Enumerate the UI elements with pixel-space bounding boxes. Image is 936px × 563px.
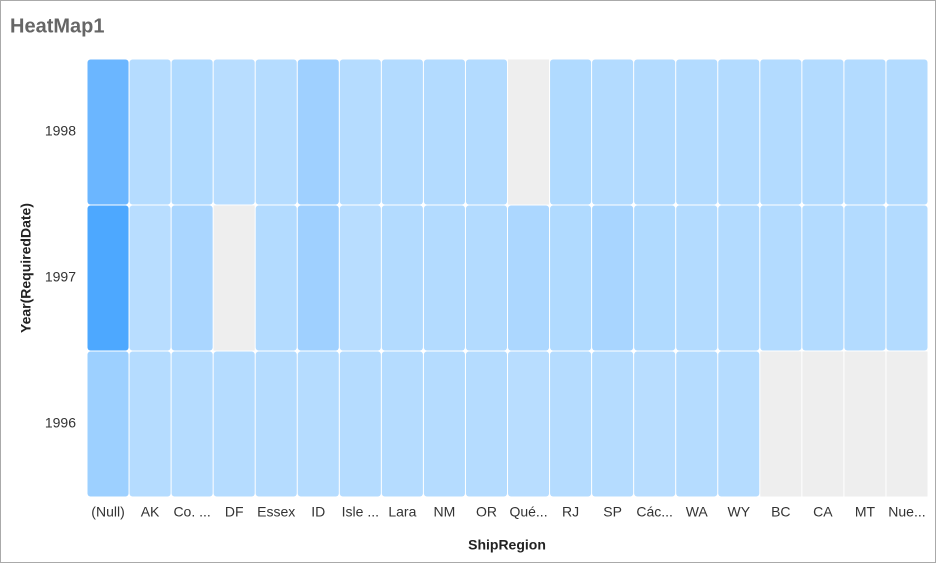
- empty-cell: [508, 59, 550, 205]
- cell: [171, 205, 213, 351]
- cell: [676, 205, 718, 351]
- x-axis-title: ShipRegion: [468, 537, 546, 553]
- cell: [465, 351, 507, 497]
- cell: [129, 59, 171, 205]
- cell: [802, 59, 844, 205]
- chart-title: HeatMap1: [10, 15, 104, 37]
- x-tick-label: Essex: [257, 504, 295, 520]
- x-tick-label: WA: [686, 504, 709, 520]
- x-tick-label: SP: [603, 504, 622, 520]
- cell: [886, 59, 928, 205]
- cell: [381, 351, 423, 497]
- y-tick-label: 1998: [45, 123, 76, 139]
- empty-cell: [802, 351, 844, 497]
- cell: [213, 59, 255, 205]
- cell: [718, 205, 760, 351]
- empty-cell: [760, 351, 802, 497]
- cell: [297, 59, 339, 205]
- empty-cell: [213, 205, 255, 351]
- cell: [87, 351, 129, 497]
- empty-cell: [844, 351, 886, 497]
- cell: [255, 351, 297, 497]
- empty-cell: [886, 351, 928, 497]
- cell: [760, 205, 802, 351]
- cell: [802, 205, 844, 351]
- cell: [423, 59, 465, 205]
- cell: [87, 205, 129, 351]
- x-tick-label: MT: [855, 504, 876, 520]
- x-tick-label: CA: [813, 504, 833, 520]
- cell: [129, 351, 171, 497]
- cell: [508, 351, 550, 497]
- cell: [339, 205, 381, 351]
- x-tick-label: DF: [225, 504, 244, 520]
- x-tick-label: Isle ...: [342, 504, 379, 520]
- cell: [634, 205, 676, 351]
- cell: [550, 59, 592, 205]
- x-tick-label: Co. ...: [173, 504, 210, 520]
- y-axis-title: Year(RequiredDate): [18, 203, 34, 333]
- cell: [592, 205, 634, 351]
- x-tick-label: OR: [476, 504, 497, 520]
- cell: [297, 351, 339, 497]
- x-tick-label: BC: [771, 504, 790, 520]
- cell: [718, 351, 760, 497]
- x-tick-label: WY: [727, 504, 750, 520]
- cell: [634, 59, 676, 205]
- x-tick-label: AK: [141, 504, 160, 520]
- cell: [844, 59, 886, 205]
- x-tick-label: ID: [311, 504, 325, 520]
- cell: [381, 205, 423, 351]
- x-tick-label: RJ: [562, 504, 579, 520]
- y-tick-label: 1996: [45, 415, 76, 431]
- cell: [550, 205, 592, 351]
- cell: [718, 59, 760, 205]
- cell: [423, 351, 465, 497]
- x-tick-label: Nue...: [888, 504, 925, 520]
- cell: [381, 59, 423, 205]
- cell: [129, 205, 171, 351]
- cell: [423, 205, 465, 351]
- cell: [592, 351, 634, 497]
- cell: [171, 351, 213, 497]
- cell: [634, 351, 676, 497]
- cell: [676, 59, 718, 205]
- cell: [87, 59, 129, 205]
- cell: [339, 59, 381, 205]
- cell: [760, 59, 802, 205]
- cell: [171, 59, 213, 205]
- y-tick-label: 1997: [45, 269, 76, 285]
- cell: [676, 351, 718, 497]
- cell: [550, 351, 592, 497]
- cell: [844, 205, 886, 351]
- x-tick-label: Qué...: [509, 504, 547, 520]
- cell: [297, 205, 339, 351]
- cell: [339, 351, 381, 497]
- cell: [255, 59, 297, 205]
- x-tick-label: Các...: [636, 504, 673, 520]
- cell: [465, 205, 507, 351]
- x-tick-label: NM: [434, 504, 456, 520]
- cell: [255, 205, 297, 351]
- x-tick-label: Lara: [388, 504, 416, 520]
- cell: [886, 205, 928, 351]
- cell: [213, 351, 255, 497]
- x-tick-label: (Null): [91, 504, 124, 520]
- cell: [508, 205, 550, 351]
- cell: [465, 59, 507, 205]
- cell: [592, 59, 634, 205]
